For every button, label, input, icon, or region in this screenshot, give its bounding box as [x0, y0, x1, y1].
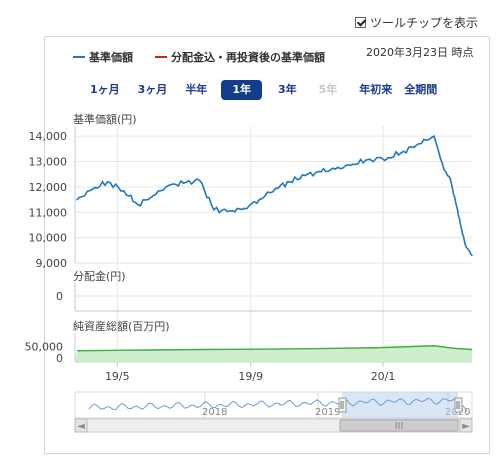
nav-point: [198, 179, 201, 182]
nav-y-tick-label: 10,000: [29, 232, 68, 245]
range-tab-3y[interactable]: 3年: [277, 83, 297, 96]
nav-point: [464, 244, 467, 247]
nav-point: [288, 181, 291, 183]
range-tab-ytd[interactable]: 年初来: [359, 83, 393, 96]
x-tick-label: 20/1: [371, 370, 396, 383]
nav-y-tick-label: 11,000: [29, 206, 68, 219]
nav-point: [471, 254, 473, 257]
range-tab-3m[interactable]: 3ヶ月: [137, 83, 168, 96]
nav-point: [418, 142, 420, 145]
scrollbar-grip-icon: III: [395, 421, 404, 432]
nav-point: [334, 168, 337, 170]
tooltip-checkbox[interactable]: [355, 17, 366, 28]
nav-point: [433, 135, 435, 137]
distribution-axis-title: 分配金(円): [73, 270, 126, 283]
scrollbar-left-button[interactable]: [74, 418, 88, 433]
navigator-mini-line: [88, 397, 468, 412]
nav-price-axis-title: 基準価額(円): [73, 113, 137, 126]
scroll-left-arrow-icon: ◄: [77, 421, 85, 432]
nav-point: [402, 150, 405, 153]
navigator-year-label: 2018: [202, 407, 227, 418]
nav-point: [91, 188, 94, 191]
legend-item-reinvested[interactable]: 分配金込・再投資後の基準価額: [155, 49, 325, 65]
nav-point: [152, 194, 154, 197]
range-tab-6m[interactable]: 半年: [185, 83, 208, 96]
tooltip-toggle-label: ツールチップを表示: [370, 16, 479, 30]
nav-point: [364, 159, 367, 162]
nav-point: [182, 182, 185, 184]
legend-item-nav[interactable]: 基準価額: [73, 49, 133, 65]
nav-point: [274, 187, 277, 189]
net-assets-area: [75, 345, 472, 362]
nav-point: [106, 181, 109, 183]
navigator-year-label: 2019: [315, 407, 340, 418]
nav-point: [387, 156, 390, 159]
nav-point: [349, 164, 352, 167]
legend: 基準価額 分配金込・再投資後の基準価額: [73, 49, 347, 65]
x-tick-label: 19/9: [238, 370, 263, 383]
nav-y-tick-label: 12,000: [29, 181, 68, 194]
scrollbar-thumb[interactable]: [339, 419, 459, 432]
nav-y-tick-label: 9,000: [36, 257, 68, 270]
net-assets-line: [77, 345, 473, 352]
scrollbar-right-button[interactable]: [459, 418, 473, 433]
as-of-date: 2020年3月23日 時点: [366, 46, 474, 59]
nav-point: [137, 203, 139, 206]
scroll-right-arrow-icon: ►: [462, 421, 470, 432]
nav-point: [304, 174, 306, 177]
legend-label-nav: 基準価額: [89, 51, 133, 64]
net-assets-axis-title: 純資産総額(百万円): [73, 320, 170, 333]
legend-label-reinvested: 分配金込・再投資後の基準価額: [171, 51, 325, 64]
nav-point: [229, 210, 231, 212]
legend-swatch-nav: [73, 56, 85, 58]
assets-y-tick-label: 50,000: [25, 340, 64, 353]
nav-point: [460, 226, 462, 229]
nav-point: [76, 198, 78, 201]
range-tab-all[interactable]: 全期間: [404, 83, 438, 96]
dist-y-tick-label: 0: [56, 290, 63, 303]
nav-point: [243, 207, 246, 210]
nav-point: [123, 189, 125, 192]
range-tabs: 1ヶ月 3ヶ月 半年 1年 3年 5年 年初来 全期間: [84, 80, 443, 100]
nav-point: [449, 178, 452, 181]
nav-y-tick-label: 13,000: [29, 156, 68, 169]
nav-y-tick-label: 14,000: [29, 130, 68, 143]
x-tick-label: 19/5: [105, 370, 130, 383]
nav-point: [213, 208, 215, 211]
legend-swatch-reinvested: [155, 56, 167, 58]
nav-point: [258, 198, 261, 201]
nav-point: [442, 168, 445, 170]
navigator-selection: [342, 392, 458, 418]
nav-point: [167, 184, 170, 187]
assets-y-tick-label: 0: [56, 352, 63, 365]
nav-point: [320, 170, 323, 173]
range-tab-5y: 5年: [318, 83, 338, 96]
range-tab-1y[interactable]: 1年: [221, 80, 262, 100]
chart-frame: [44, 36, 490, 454]
nav-point: [456, 206, 458, 208]
tooltip-toggle[interactable]: ツールチップを表示: [355, 14, 478, 31]
range-tab-1m[interactable]: 1ヶ月: [90, 83, 120, 96]
nav-price-line: [76, 134, 473, 256]
